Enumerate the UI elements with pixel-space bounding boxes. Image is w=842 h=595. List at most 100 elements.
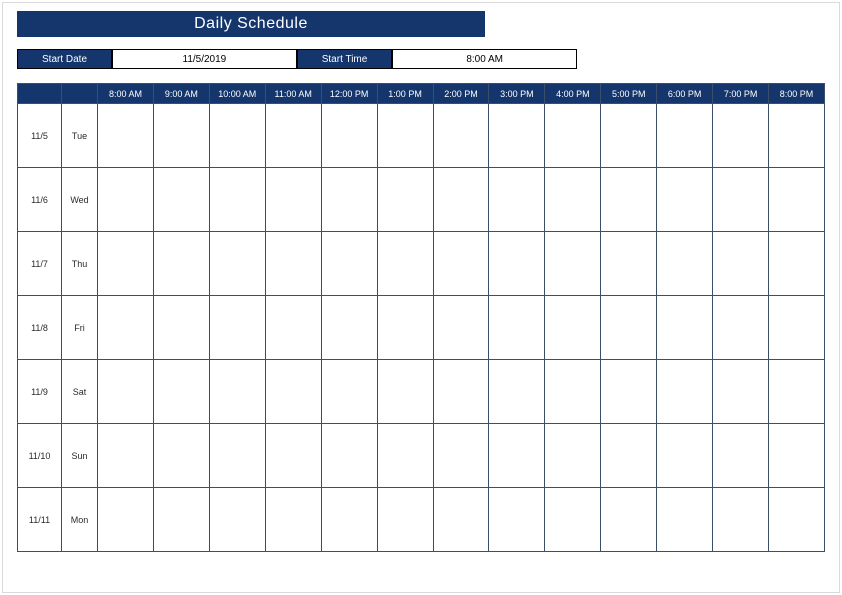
time-header: 1:00 PM (377, 84, 433, 104)
schedule-cell[interactable] (377, 360, 433, 424)
schedule-cell[interactable] (489, 360, 545, 424)
schedule-cell[interactable] (545, 360, 601, 424)
schedule-cell[interactable] (209, 424, 265, 488)
start-date-value[interactable]: 11/5/2019 (112, 49, 297, 69)
schedule-cell[interactable] (489, 488, 545, 552)
schedule-header-row: 8:00 AM9:00 AM10:00 AM11:00 AM12:00 PM1:… (18, 84, 825, 104)
schedule-cell[interactable] (769, 296, 825, 360)
schedule-cell[interactable] (153, 168, 209, 232)
schedule-cell[interactable] (321, 296, 377, 360)
schedule-cell[interactable] (98, 296, 154, 360)
schedule-cell[interactable] (769, 168, 825, 232)
schedule-cell[interactable] (321, 168, 377, 232)
schedule-cell[interactable] (321, 360, 377, 424)
schedule-cell[interactable] (98, 168, 154, 232)
schedule-cell[interactable] (377, 488, 433, 552)
schedule-cell[interactable] (713, 104, 769, 168)
schedule-cell[interactable] (265, 104, 321, 168)
day-cell: Mon (62, 488, 98, 552)
schedule-cell[interactable] (209, 296, 265, 360)
schedule-cell[interactable] (713, 232, 769, 296)
schedule-cell[interactable] (265, 488, 321, 552)
schedule-cell[interactable] (769, 104, 825, 168)
schedule-cell[interactable] (489, 296, 545, 360)
schedule-cell[interactable] (153, 104, 209, 168)
schedule-cell[interactable] (601, 168, 657, 232)
schedule-cell[interactable] (433, 232, 489, 296)
schedule-cell[interactable] (377, 232, 433, 296)
schedule-cell[interactable] (377, 296, 433, 360)
time-header: 3:00 PM (489, 84, 545, 104)
schedule-cell[interactable] (713, 296, 769, 360)
schedule-cell[interactable] (601, 360, 657, 424)
schedule-cell[interactable] (153, 360, 209, 424)
schedule-cell[interactable] (321, 488, 377, 552)
schedule-cell[interactable] (98, 360, 154, 424)
schedule-cell[interactable] (433, 360, 489, 424)
schedule-cell[interactable] (433, 488, 489, 552)
schedule-cell[interactable] (601, 424, 657, 488)
schedule-cell[interactable] (98, 424, 154, 488)
day-cell: Fri (62, 296, 98, 360)
schedule-cell[interactable] (377, 168, 433, 232)
schedule-cell[interactable] (265, 296, 321, 360)
schedule-cell[interactable] (657, 104, 713, 168)
schedule-cell[interactable] (489, 232, 545, 296)
schedule-cell[interactable] (545, 168, 601, 232)
schedule-cell[interactable] (489, 168, 545, 232)
schedule-cell[interactable] (98, 232, 154, 296)
schedule-cell[interactable] (601, 488, 657, 552)
schedule-cell[interactable] (265, 360, 321, 424)
start-time-value[interactable]: 8:00 AM (392, 49, 577, 69)
schedule-cell[interactable] (657, 296, 713, 360)
schedule-cell[interactable] (545, 296, 601, 360)
time-header: 12:00 PM (321, 84, 377, 104)
schedule-cell[interactable] (713, 168, 769, 232)
schedule-cell[interactable] (433, 168, 489, 232)
schedule-cell[interactable] (265, 168, 321, 232)
schedule-cell[interactable] (545, 232, 601, 296)
schedule-cell[interactable] (209, 168, 265, 232)
schedule-cell[interactable] (713, 488, 769, 552)
schedule-cell[interactable] (545, 104, 601, 168)
schedule-cell[interactable] (265, 424, 321, 488)
schedule-cell[interactable] (489, 424, 545, 488)
schedule-cell[interactable] (713, 424, 769, 488)
schedule-cell[interactable] (489, 104, 545, 168)
time-header: 5:00 PM (601, 84, 657, 104)
schedule-cell[interactable] (657, 360, 713, 424)
schedule-cell[interactable] (209, 232, 265, 296)
schedule-cell[interactable] (433, 424, 489, 488)
schedule-cell[interactable] (433, 104, 489, 168)
schedule-cell[interactable] (209, 488, 265, 552)
schedule-cell[interactable] (545, 424, 601, 488)
schedule-cell[interactable] (769, 360, 825, 424)
schedule-cell[interactable] (321, 232, 377, 296)
schedule-cell[interactable] (545, 488, 601, 552)
schedule-cell[interactable] (657, 424, 713, 488)
schedule-cell[interactable] (153, 488, 209, 552)
schedule-cell[interactable] (657, 168, 713, 232)
schedule-cell[interactable] (769, 232, 825, 296)
schedule-cell[interactable] (601, 296, 657, 360)
schedule-cell[interactable] (209, 360, 265, 424)
schedule-cell[interactable] (321, 104, 377, 168)
schedule-cell[interactable] (153, 296, 209, 360)
schedule-cell[interactable] (153, 232, 209, 296)
schedule-cell[interactable] (433, 296, 489, 360)
schedule-cell[interactable] (657, 232, 713, 296)
schedule-cell[interactable] (601, 104, 657, 168)
schedule-cell[interactable] (713, 360, 769, 424)
schedule-cell[interactable] (657, 488, 713, 552)
schedule-cell[interactable] (98, 488, 154, 552)
schedule-cell[interactable] (377, 424, 433, 488)
schedule-cell[interactable] (98, 104, 154, 168)
schedule-cell[interactable] (377, 104, 433, 168)
schedule-cell[interactable] (769, 488, 825, 552)
schedule-cell[interactable] (601, 232, 657, 296)
schedule-cell[interactable] (321, 424, 377, 488)
schedule-cell[interactable] (153, 424, 209, 488)
schedule-cell[interactable] (265, 232, 321, 296)
schedule-cell[interactable] (769, 424, 825, 488)
schedule-cell[interactable] (209, 104, 265, 168)
